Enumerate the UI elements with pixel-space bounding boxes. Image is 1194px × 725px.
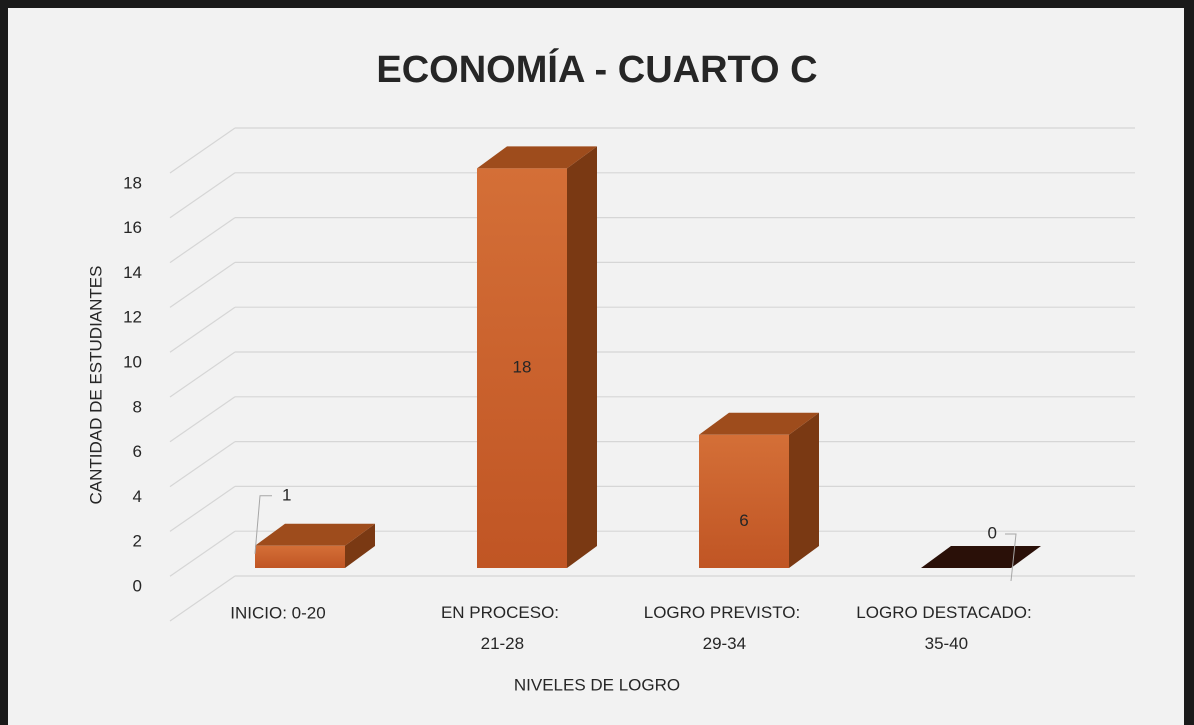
y-tick-label: 2 <box>133 532 142 551</box>
y-axis-title: CANTIDAD DE ESTUDIANTES <box>86 266 105 505</box>
bar-top <box>477 146 597 169</box>
grid-line <box>169 441 236 488</box>
y-tick-label: 12 <box>123 308 142 327</box>
data-label: 1 <box>282 485 291 504</box>
bar-front <box>255 545 345 568</box>
y-tick-label: 18 <box>123 173 142 192</box>
y-tick-label: 10 <box>123 352 142 371</box>
y-tick-label: 0 <box>133 576 142 595</box>
bar-base <box>921 546 1041 568</box>
bar-front <box>477 168 567 568</box>
data-label: 0 <box>988 523 997 542</box>
x-tick-label-line: 21-28 <box>476 634 524 653</box>
grid-line <box>169 351 236 398</box>
x-tick-label-line: LOGRO DESTACADO: <box>856 603 1031 622</box>
x-tick-label-line: 35-40 <box>920 634 968 653</box>
bar-side <box>345 523 375 568</box>
chart-title: ECONOMÍA - CUARTO C <box>376 47 817 91</box>
grid-line <box>169 261 236 308</box>
bar-front <box>699 434 789 568</box>
bar <box>477 146 597 568</box>
grid-line <box>169 530 236 577</box>
grid-line <box>169 306 236 353</box>
x-tick-label-line: 29-34 <box>698 634 746 653</box>
bar-side <box>567 146 597 568</box>
x-tick-label: EN PROCESO: 21-28 <box>441 603 559 653</box>
data-label: 18 <box>513 358 532 377</box>
y-tick-label: 14 <box>123 263 142 282</box>
bar <box>699 412 819 568</box>
grid-line <box>169 485 236 532</box>
x-tick-label: INICIO: 0-20 <box>230 603 325 622</box>
y-tick-label: 4 <box>133 487 142 506</box>
x-tick-label: LOGRO DESTACADO: 35-40 <box>856 603 1031 653</box>
y-tick-label: 6 <box>133 442 142 461</box>
bar <box>255 523 375 568</box>
x-tick-label-line: EN PROCESO: <box>441 603 559 622</box>
grid-line <box>169 217 236 264</box>
x-axis-title: NIVELES DE LOGRO <box>514 675 680 694</box>
grid-line <box>169 396 236 443</box>
bar-top <box>699 412 819 435</box>
x-tick-label: LOGRO PREVISTO: 29-34 <box>644 603 801 653</box>
x-tick-label-line: LOGRO PREVISTO: <box>644 603 801 622</box>
y-tick-label: 16 <box>123 218 142 237</box>
leader-line <box>1005 533 1017 582</box>
grid-line <box>169 172 236 219</box>
grid-line <box>169 575 236 622</box>
bar-side <box>789 412 819 568</box>
bar <box>921 546 1041 568</box>
bar-top <box>255 523 375 546</box>
y-tick-label: 8 <box>133 397 142 416</box>
leader-line <box>254 495 272 554</box>
data-label: 6 <box>739 511 748 530</box>
wall-side <box>169 127 236 174</box>
